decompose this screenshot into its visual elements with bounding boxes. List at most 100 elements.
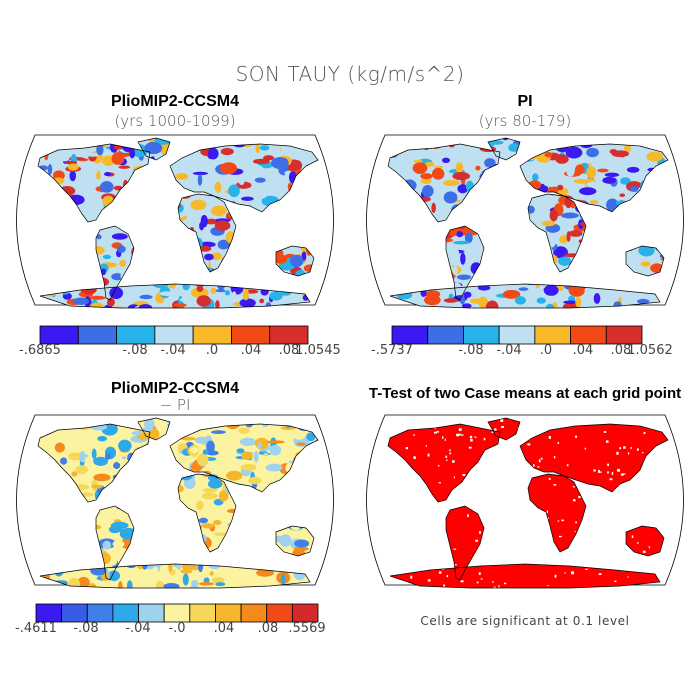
value-cell [163,583,180,588]
nonsig-cell [442,436,444,439]
value-cell [0,194,13,204]
value-cell [341,263,348,275]
value-cell [559,235,569,244]
value-cell [349,134,359,143]
value-cell [604,172,620,178]
nonsig-cell [491,431,494,433]
value-cell [198,517,209,524]
value-cell [463,291,472,298]
value-cell [116,245,126,253]
value-cell [201,523,214,529]
nonsig-cell [557,520,560,522]
value-cell [477,285,491,291]
value-cell [319,416,334,424]
value-cell [81,146,86,159]
value-cell [352,275,363,281]
value-cell [535,197,542,208]
colorbar-swatch [215,603,242,623]
value-cell [60,457,68,465]
value-cell [354,176,369,185]
nonsig-cell [476,581,479,584]
value-cell [0,523,14,532]
value-cell [413,159,423,163]
value-cell [566,231,571,242]
value-cell [565,146,583,159]
nonsig-cell [362,445,363,448]
value-cell [0,553,10,566]
nonsig-cell [478,572,481,575]
value-cell [67,163,79,171]
value-cell [203,577,210,584]
nonsig-cell [353,488,355,489]
coastline-australia [625,525,665,557]
nonsig-cell [358,572,359,574]
value-cell [579,187,597,196]
nonsig-cell [532,464,535,467]
value-cell [593,292,601,304]
value-cell [558,256,572,266]
value-cell [448,248,460,256]
colorbar-swatch [35,603,63,623]
coastline-south-america [95,505,135,581]
value-cell [613,301,622,308]
value-cell [335,562,339,574]
value-cell [0,515,9,518]
value-cell [693,235,700,239]
coastline-north-america [37,143,151,223]
value-cell [623,144,632,153]
value-cell [205,218,218,225]
value-cell [250,186,269,200]
value-cell [586,181,604,188]
panel-case-subtitle: (yrs 1000-1099) [114,112,236,130]
value-cell [197,173,203,186]
nonsig-cell [469,435,473,439]
coastline-north-america [37,423,151,503]
value-cell [683,172,695,175]
nonsig-cell [477,412,479,414]
value-cell [3,290,21,301]
colorbar-swatch [189,603,216,623]
nonsig-cell [449,449,451,452]
nonsig-cell [358,461,360,463]
value-cell [456,231,464,238]
value-cell [269,291,283,301]
value-cell [327,281,341,289]
value-cell [248,476,262,485]
colorbar-swatch [112,603,139,623]
value-cell [6,491,14,495]
value-cell [180,569,193,574]
value-cell [111,233,128,240]
value-cell [102,254,112,260]
nonsig-cell [689,540,691,542]
value-cell [210,430,226,434]
value-cell [0,129,7,142]
value-cell [2,195,19,200]
value-cell [6,292,12,302]
value-cell [568,284,585,297]
nonsig-cell [362,585,364,587]
value-cell [3,545,15,558]
value-cell [337,168,343,177]
value-cell [159,564,167,574]
value-cell [686,167,697,178]
value-cell [334,527,345,531]
nonsig-cell [458,428,462,431]
value-cell [272,182,285,191]
value-cell [589,200,599,204]
value-cell [102,540,112,550]
nonsig-cell [605,440,609,443]
nonsig-cell [650,585,652,587]
value-cell [15,554,22,562]
map-ttest [353,412,700,589]
nonsig-cell [698,504,700,506]
value-cell [336,241,348,250]
coastline-antarctica [389,563,661,589]
colorbar-control-min: -.5737 [371,343,413,358]
nonsig-cell [483,437,486,441]
value-cell [212,130,221,134]
value-cell [118,439,132,452]
nonsig-cell [607,471,609,474]
nonsig-cell [537,466,540,468]
value-cell [214,181,222,193]
coastline-south-america [95,225,135,301]
